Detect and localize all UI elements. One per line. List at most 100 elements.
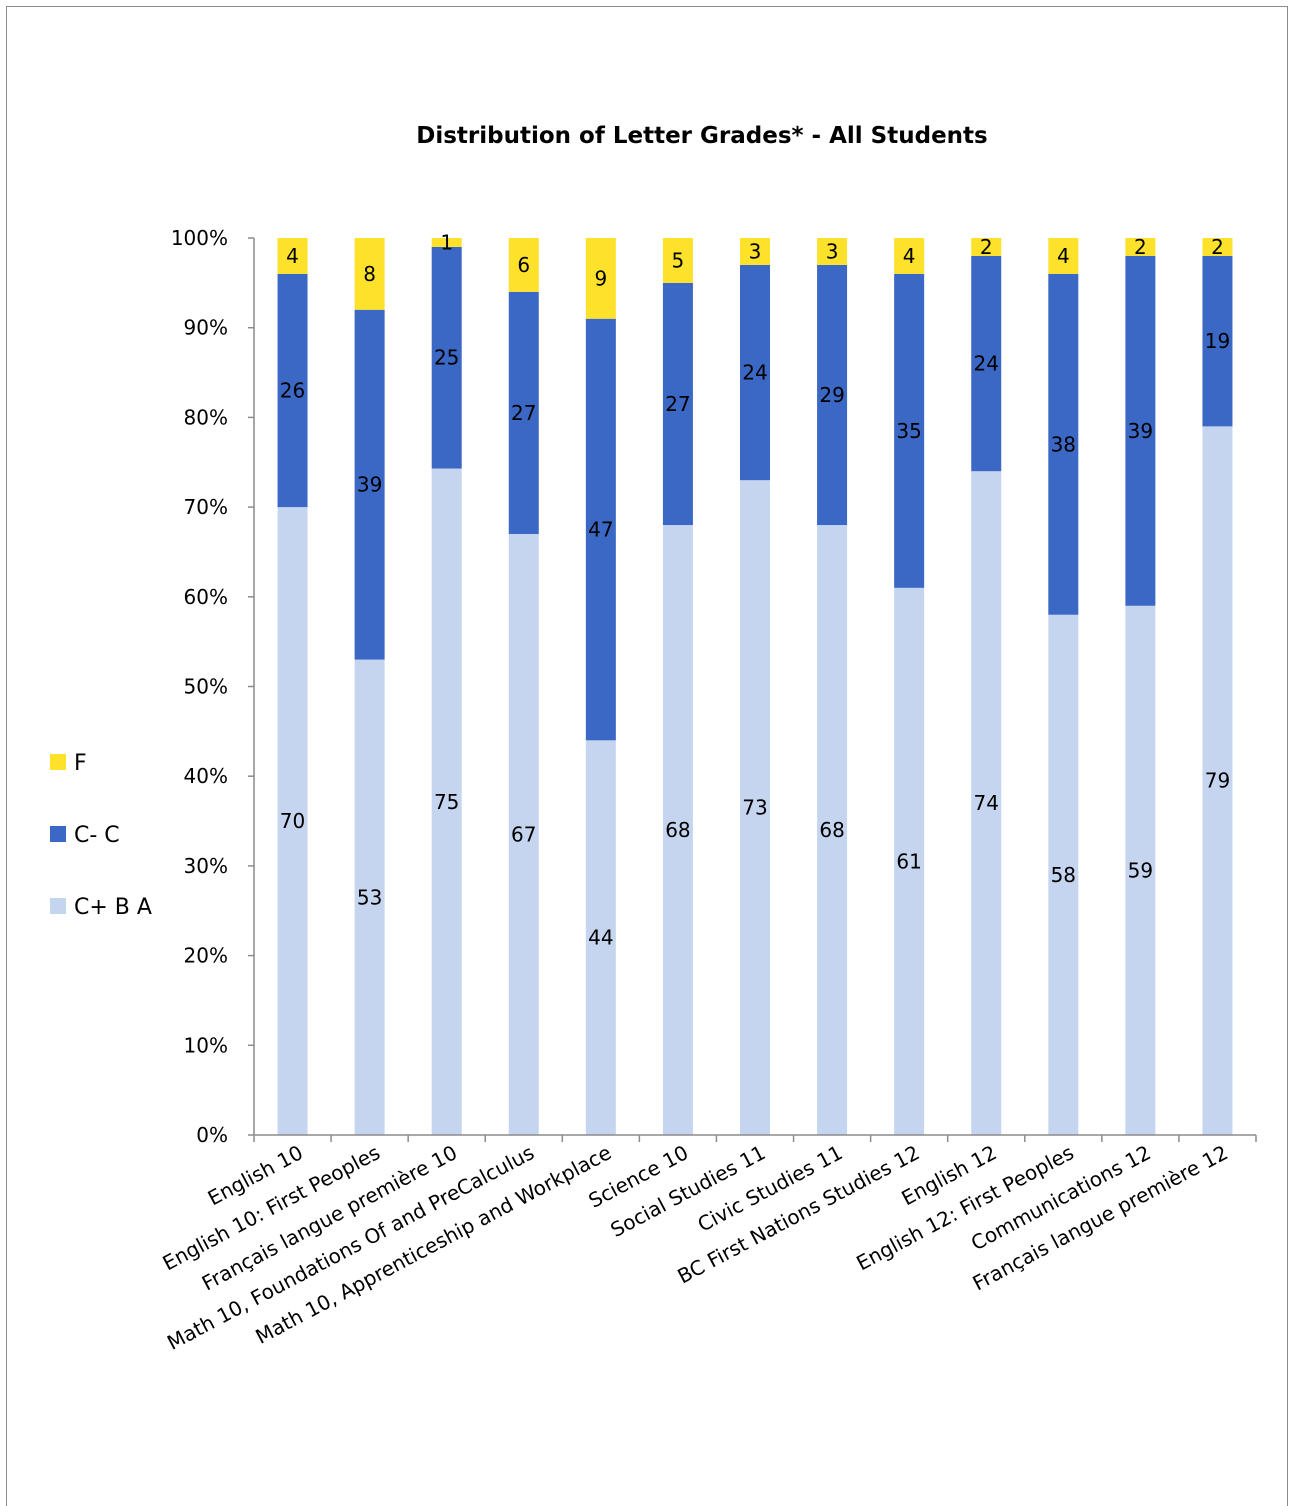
data-label: 73 bbox=[742, 796, 767, 820]
bar-segment bbox=[354, 238, 385, 310]
bar-segment bbox=[277, 273, 308, 508]
bar-segment bbox=[354, 309, 385, 660]
data-label: 1 bbox=[440, 230, 453, 254]
y-tick-label: 30% bbox=[184, 854, 228, 878]
bar-segment bbox=[431, 468, 462, 1135]
bar-segment bbox=[662, 525, 693, 1135]
data-label: 2 bbox=[1211, 235, 1224, 259]
data-label: 24 bbox=[974, 352, 999, 376]
data-label: 35 bbox=[896, 419, 921, 443]
data-label: 8 bbox=[363, 262, 376, 286]
data-label: 3 bbox=[749, 239, 762, 263]
legend-swatch bbox=[50, 754, 66, 770]
data-label: 74 bbox=[974, 791, 999, 815]
data-labels-layer: 7026453398752516727644479682757324368293… bbox=[280, 230, 1230, 949]
data-label: 38 bbox=[1051, 432, 1076, 456]
bar-segment bbox=[894, 238, 925, 274]
y-tick-label: 90% bbox=[184, 316, 228, 340]
y-tick-label: 80% bbox=[184, 405, 228, 429]
chart-frame: Distribution of Letter Grades* - All Stu… bbox=[6, 6, 1288, 1506]
data-label: 19 bbox=[1205, 329, 1230, 353]
y-tick-label: 0% bbox=[196, 1123, 228, 1147]
data-label: 9 bbox=[594, 266, 607, 290]
data-label: 6 bbox=[517, 253, 530, 277]
data-label: 27 bbox=[665, 392, 690, 416]
y-tick-label: 10% bbox=[184, 1033, 228, 1057]
bar-segment bbox=[1202, 255, 1233, 427]
data-label: 25 bbox=[434, 346, 459, 370]
y-tick-label: 100% bbox=[171, 226, 228, 250]
data-label: 61 bbox=[896, 849, 921, 873]
bar-segment bbox=[971, 471, 1002, 1136]
data-label: 4 bbox=[903, 244, 916, 268]
bar-segment bbox=[1202, 238, 1233, 256]
data-label: 26 bbox=[280, 378, 305, 402]
y-tick-label: 20% bbox=[184, 944, 228, 968]
bar-segment bbox=[971, 238, 1002, 256]
bar-segment bbox=[740, 238, 770, 265]
data-label: 67 bbox=[511, 823, 536, 847]
bar-segment bbox=[277, 507, 308, 1136]
bar-segment bbox=[585, 740, 616, 1135]
bar-segment bbox=[508, 534, 539, 1135]
data-label: 79 bbox=[1205, 769, 1230, 793]
bar-segment bbox=[1125, 605, 1156, 1135]
bars-layer bbox=[277, 238, 1233, 1136]
legend-swatch bbox=[50, 898, 66, 914]
bar-segment bbox=[585, 318, 616, 741]
data-label: 68 bbox=[665, 818, 690, 842]
bar-segment bbox=[894, 273, 925, 588]
y-tick-label: 50% bbox=[184, 675, 228, 699]
bar-segment bbox=[1048, 273, 1079, 615]
bar-segment bbox=[817, 264, 848, 526]
bar-segment bbox=[354, 659, 385, 1135]
bar-segment bbox=[277, 238, 308, 274]
data-label: 44 bbox=[588, 926, 613, 950]
data-label: 5 bbox=[672, 248, 685, 272]
bar-segment bbox=[817, 525, 848, 1135]
data-label: 4 bbox=[1057, 244, 1070, 268]
data-label: 4 bbox=[286, 244, 299, 268]
y-tick-label: 60% bbox=[184, 585, 228, 609]
bar-segment bbox=[431, 238, 462, 247]
bar-segment bbox=[740, 264, 770, 481]
stacked-bar-chart: Distribution of Letter Grades* - All Stu… bbox=[50, 123, 1257, 1355]
legend-label: C- C bbox=[74, 823, 120, 848]
legend-label: F bbox=[74, 751, 87, 776]
legend-swatch bbox=[50, 826, 66, 842]
axes-layer: 0%10%20%30%40%50%60%70%80%90%100%English… bbox=[159, 226, 1257, 1355]
data-label: 59 bbox=[1128, 858, 1153, 882]
data-label: 58 bbox=[1051, 863, 1076, 887]
data-label: 2 bbox=[980, 235, 993, 259]
bar-segment bbox=[1125, 238, 1156, 256]
data-label: 39 bbox=[1128, 419, 1153, 443]
bar-segment bbox=[431, 246, 462, 469]
data-label: 70 bbox=[280, 809, 305, 833]
bar-segment bbox=[1048, 238, 1079, 274]
data-label: 39 bbox=[357, 473, 382, 497]
data-label: 47 bbox=[588, 518, 613, 542]
data-label: 2 bbox=[1134, 235, 1147, 259]
bar-segment bbox=[508, 291, 539, 535]
bar-segment bbox=[817, 238, 848, 265]
bar-segment bbox=[1048, 614, 1079, 1135]
y-tick-label: 40% bbox=[184, 764, 228, 788]
bar-segment bbox=[1125, 255, 1156, 606]
data-label: 29 bbox=[819, 383, 844, 407]
bar-segment bbox=[662, 282, 693, 526]
data-label: 53 bbox=[357, 885, 382, 909]
bar-segment bbox=[740, 480, 770, 1135]
bar-segment bbox=[894, 587, 925, 1135]
chart-title: Distribution of Letter Grades* - All Stu… bbox=[416, 123, 988, 149]
bar-segment bbox=[662, 238, 693, 283]
bar-segment bbox=[1202, 426, 1233, 1135]
legend-label: C+ B A bbox=[74, 895, 152, 920]
data-label: 68 bbox=[819, 818, 844, 842]
y-tick-label: 70% bbox=[184, 495, 228, 519]
data-label: 3 bbox=[826, 239, 839, 263]
data-label: 27 bbox=[511, 401, 536, 425]
legend: F C- C C+ B A bbox=[50, 751, 152, 920]
data-label: 24 bbox=[742, 361, 767, 385]
bar-segment bbox=[585, 238, 616, 319]
bar-segment bbox=[508, 238, 539, 292]
